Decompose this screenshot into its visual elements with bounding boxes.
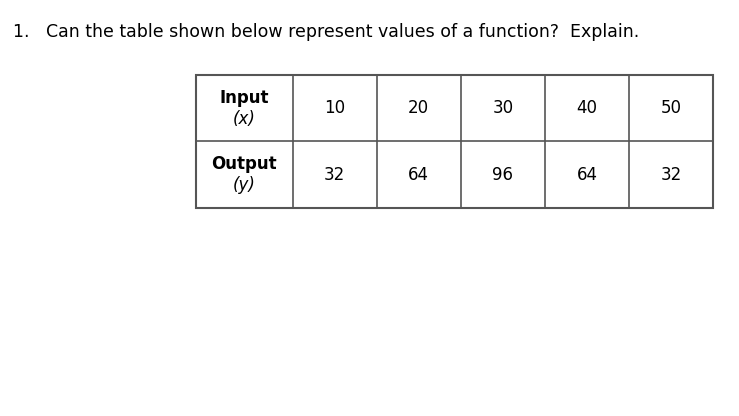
Text: 20: 20 (408, 99, 429, 117)
Text: Input: Input (219, 89, 269, 107)
Text: 64: 64 (408, 166, 429, 184)
Text: (x): (x) (233, 109, 256, 128)
Text: 30: 30 (492, 99, 514, 117)
Text: Output: Output (211, 155, 277, 173)
Text: 40: 40 (576, 99, 597, 117)
Text: 32: 32 (661, 166, 681, 184)
Text: 64: 64 (576, 166, 597, 184)
Text: 32: 32 (324, 166, 345, 184)
Text: 96: 96 (492, 166, 514, 184)
Text: 1.   Can the table shown below represent values of a function?  Explain.: 1. Can the table shown below represent v… (13, 23, 639, 41)
Text: 10: 10 (324, 99, 345, 117)
Text: 50: 50 (661, 99, 681, 117)
Text: (y): (y) (233, 176, 256, 194)
